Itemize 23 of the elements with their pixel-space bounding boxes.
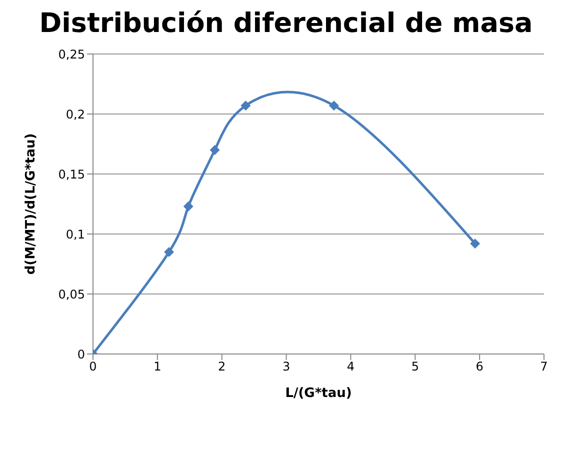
x-tick-label: 5 [411,360,419,374]
point [183,201,194,212]
y-axis-title: d(M/MT)/d(L/G*tau) [24,133,39,275]
x-tick-label: 3 [282,360,290,374]
y-tick-label: 0,25 [58,47,85,62]
point [328,100,339,111]
y-tick-label: 0,1 [66,227,85,242]
y-tick-label: 0,2 [66,107,85,122]
y-tick-label: 0,05 [58,287,85,302]
y-tick-label: 0,15 [58,167,85,182]
x-tick-label: 0 [89,360,97,374]
point [470,238,480,249]
x-tick-label: 6 [476,360,484,374]
chart-title: Distribución diferencial de masa [38,8,534,41]
point [164,247,174,257]
x-tick-label: 2 [218,360,226,374]
x-tick-label: 4 [346,360,355,374]
x-axis-title: L/(G*tau) [285,386,352,401]
x-tick-label: 7 [540,360,548,374]
point [240,100,251,111]
y-tick-label: 0 [77,347,85,362]
point [210,145,220,155]
x-tick-label: 1 [154,360,162,374]
